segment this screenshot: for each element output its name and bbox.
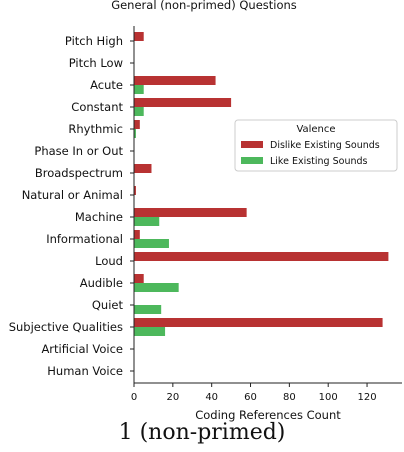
x-tick-label: 60 — [244, 392, 257, 403]
x-tick-label: 120 — [357, 392, 376, 403]
bar-dislike — [134, 274, 144, 283]
category-label: Informational — [46, 232, 123, 246]
bar-dislike — [134, 318, 383, 327]
category-label: Human Voice — [47, 364, 123, 378]
category-label: Phase In or Out — [34, 144, 123, 158]
category-label: Machine — [75, 210, 123, 224]
category-label: Pitch High — [65, 34, 123, 48]
x-tick-label: 40 — [205, 392, 218, 403]
x-axis: 0 20 40 60 80 100 120 — [131, 382, 402, 403]
legend-box — [234, 119, 398, 172]
category-labels: Pitch High Pitch Low Acute Constant Rhythmic… — [9, 34, 134, 378]
category-label: Constant — [71, 100, 123, 114]
category-label: Rhythmic — [68, 122, 123, 136]
legend-title: Valence — [296, 124, 335, 135]
x-tick-label: 80 — [283, 392, 296, 403]
bar-dislike — [134, 252, 389, 261]
bar-like — [134, 305, 162, 314]
legend-label: Dislike Existing Sounds — [270, 140, 380, 151]
bar-like — [134, 283, 179, 292]
chart-title: General (non-primed) Questions — [111, 0, 297, 12]
bar-dislike — [134, 186, 136, 195]
bar-dislike — [134, 164, 152, 173]
bar-like — [134, 85, 144, 94]
category-label: Broadspectrum — [35, 166, 123, 180]
bar-like — [134, 239, 169, 248]
legend-swatch — [241, 141, 263, 148]
category-label: Quiet — [92, 298, 124, 312]
x-tick-label: 100 — [319, 392, 338, 403]
legend-swatch — [241, 157, 263, 164]
bar-like — [134, 129, 136, 138]
bars — [134, 32, 389, 336]
bar-like — [134, 107, 144, 116]
category-label: Subjective Qualities — [9, 320, 123, 334]
bar-like — [134, 217, 160, 226]
bar-like — [134, 327, 166, 336]
x-tick-label: 0 — [131, 392, 137, 403]
category-label: Pitch Low — [69, 56, 123, 70]
category-label: Natural or Animal — [22, 188, 123, 202]
legend-entries: Dislike Existing Sounds Like Existing Sou… — [241, 140, 380, 167]
figure-caption: 1 (non-primed) — [118, 420, 286, 445]
category-label: Artificial Voice — [41, 342, 123, 356]
bar-dislike — [134, 32, 144, 41]
bar-dislike — [134, 98, 232, 107]
legend: Valence Dislike Existing Sounds Like Exis… — [234, 119, 398, 172]
x-axis-label: Coding References Count — [195, 408, 341, 422]
legend-label: Like Existing Sounds — [270, 156, 368, 167]
bar-dislike — [134, 76, 216, 85]
bar-dislike — [134, 120, 140, 129]
x-tick-label: 20 — [166, 392, 179, 403]
bar-dislike — [134, 208, 247, 217]
category-label: Acute — [90, 78, 123, 92]
bar-dislike — [134, 230, 140, 239]
category-label: Audible — [80, 276, 123, 290]
category-label: Loud — [95, 254, 123, 268]
